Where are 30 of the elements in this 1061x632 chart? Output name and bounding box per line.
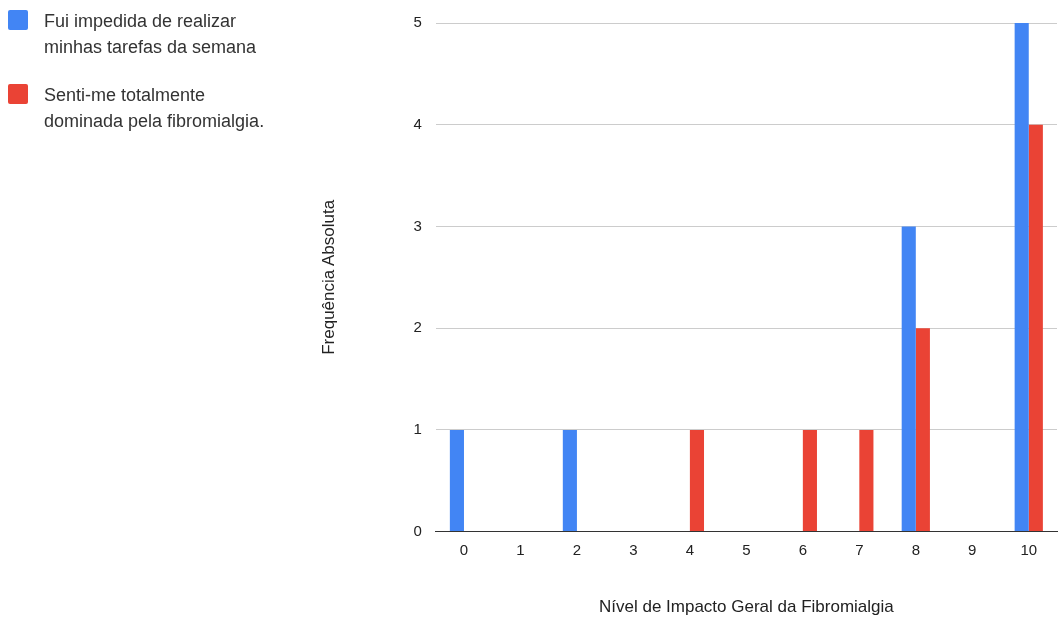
y-tick-label: 1 (413, 420, 422, 438)
bar (562, 429, 577, 532)
bar (901, 226, 916, 532)
y-tick-label: 4 (413, 114, 422, 132)
legend-label: Fui impedida de realizar minhas tarefas da semana (44, 10, 258, 59)
bar (689, 429, 705, 532)
y-tick-label: 2 (413, 318, 422, 336)
x-tick-label: 10 (1020, 540, 1038, 558)
bar (449, 429, 464, 532)
x-axis-title: Nível de Impacto Geral da Fibromialgia (598, 597, 895, 617)
y-tick-label: 5 (413, 13, 422, 31)
y-tick-label: 0 (413, 521, 422, 539)
bar (802, 429, 817, 532)
y-axis-title: Frequência Absoluta (318, 199, 338, 355)
x-tick-label: 9 (968, 540, 977, 558)
x-tick-label: 0 (459, 540, 469, 558)
x-tick-label: 6 (798, 540, 808, 558)
x-tick-label: 2 (572, 540, 582, 558)
x-tick-label: 3 (629, 540, 638, 558)
legend-label: Senti-me totalmente dominada pela fibromialgia. (44, 84, 266, 133)
bar (1014, 23, 1029, 532)
y-tick-label: 3 (413, 216, 422, 234)
bar (859, 429, 874, 532)
x-tick-label: 5 (742, 540, 751, 558)
x-tick-label: 1 (516, 540, 525, 558)
x-tick-label: 4 (685, 540, 695, 558)
x-tick-label: 7 (855, 540, 864, 558)
bar (915, 328, 930, 532)
bar (1028, 124, 1043, 532)
x-tick-label: 8 (911, 540, 920, 558)
